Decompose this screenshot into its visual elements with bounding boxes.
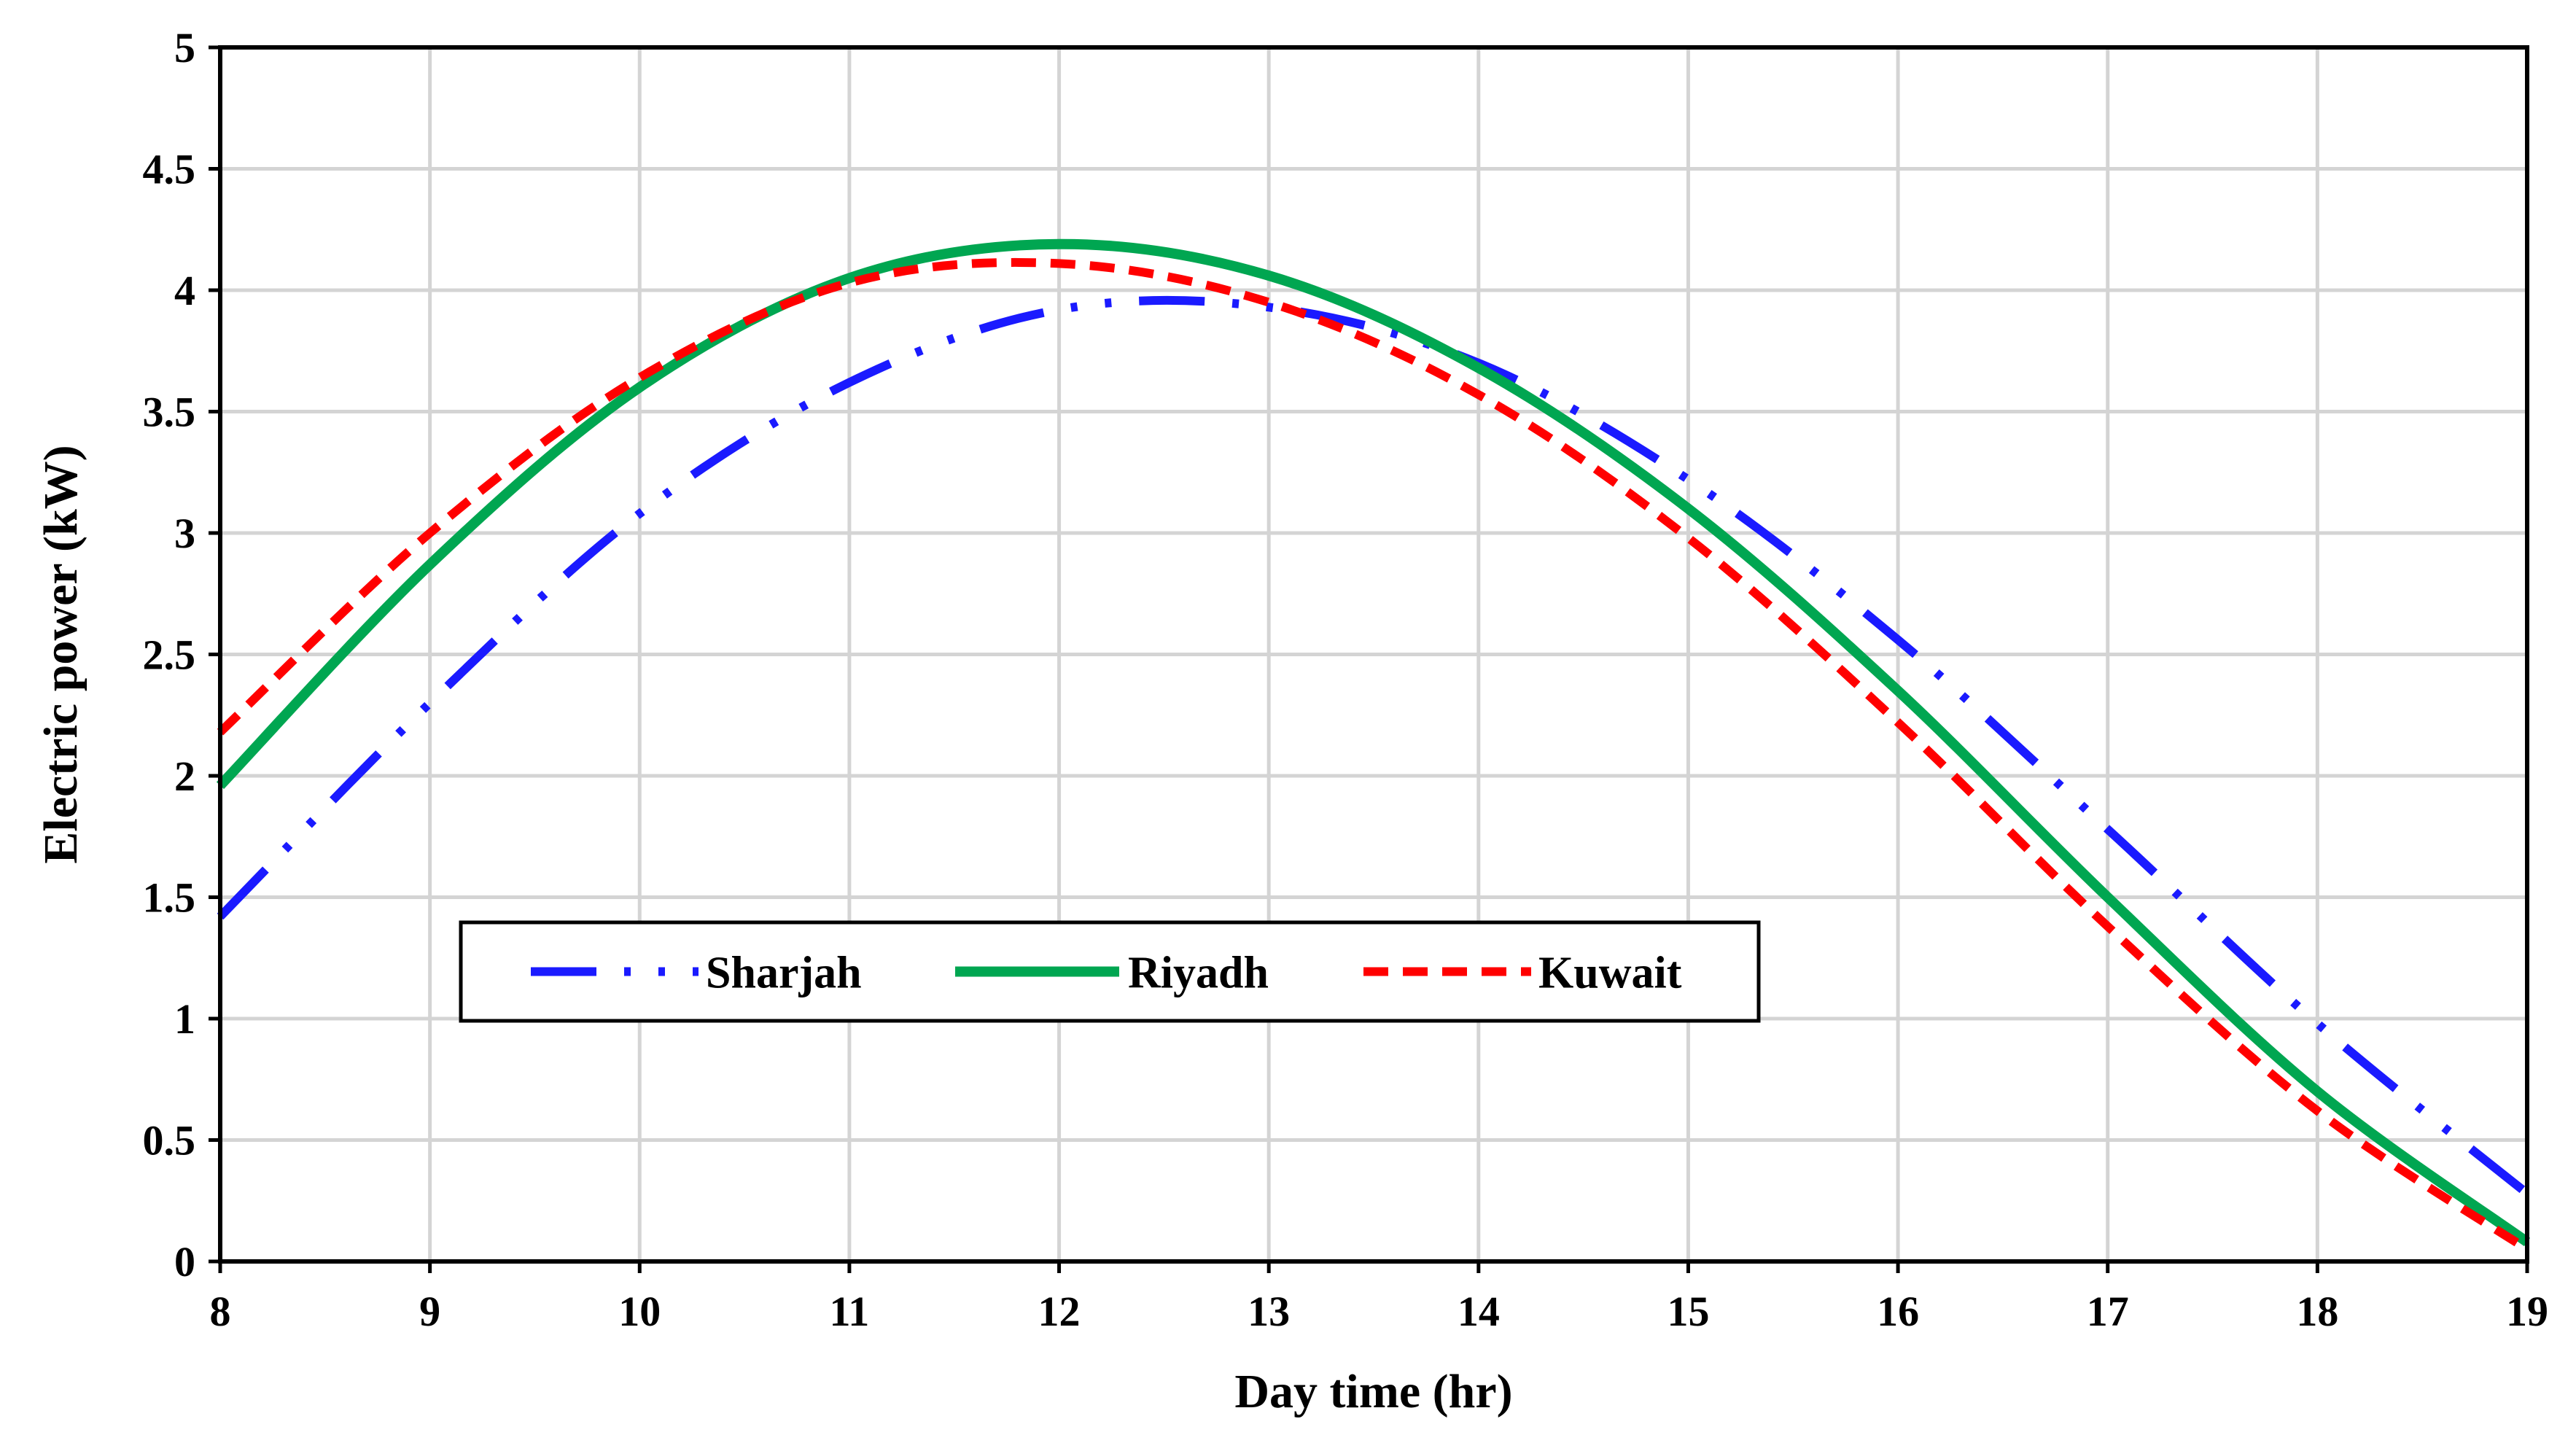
y-tick-label: 2.5 (143, 631, 196, 679)
y-tick-label: 2 (174, 752, 195, 800)
x-axis-title: Day time (hr) (1234, 1365, 1512, 1418)
x-tick-label: 18 (2296, 1288, 2338, 1335)
y-tick-label: 0 (174, 1238, 195, 1286)
legend-label-riyadh: Riyadh (1128, 949, 1269, 998)
y-tick-label: 0.5 (143, 1117, 196, 1164)
x-tick-label: 10 (618, 1288, 661, 1335)
y-tick-label: 1 (174, 995, 195, 1043)
x-tick-label: 17 (2087, 1288, 2129, 1335)
series-line-kuwait (217, 257, 2530, 1253)
y-tick-label: 3 (174, 510, 195, 557)
y-axis-title: Electric power (kW) (34, 445, 87, 863)
legend: Sharjah Riyadh Kuwait (459, 920, 1761, 1023)
x-tick-label: 14 (1458, 1288, 1500, 1335)
y-tick-label: 4.5 (143, 146, 196, 193)
ticks: 8 9 10 11 12 13 14 15 16 17 18 19 0 0.5 1 1.5 2 2.5 3 3.5 4 4… (143, 24, 2549, 1335)
x-tick-label: 12 (1038, 1288, 1081, 1335)
y-tick-label: 1.5 (143, 874, 196, 922)
x-tick-label: 11 (830, 1288, 870, 1335)
series-line-sharjah (217, 295, 2530, 1197)
series-line-riyadh (216, 238, 2531, 1247)
y-tick-label: 4 (174, 267, 195, 314)
y-tick-label: 5 (174, 24, 195, 71)
x-tick-label: 9 (419, 1288, 440, 1335)
x-tick-label: 13 (1248, 1288, 1290, 1335)
series-layer (216, 238, 2531, 1253)
x-tick-label: 16 (1877, 1288, 1919, 1335)
legend-label-kuwait: Kuwait (1538, 949, 1682, 998)
x-tick-label: 15 (1667, 1288, 1709, 1335)
x-tick-label: 19 (2506, 1288, 2548, 1335)
legend-label-sharjah: Sharjah (706, 949, 862, 998)
y-tick-label: 3.5 (143, 389, 196, 436)
x-tick-label: 8 (210, 1288, 231, 1335)
